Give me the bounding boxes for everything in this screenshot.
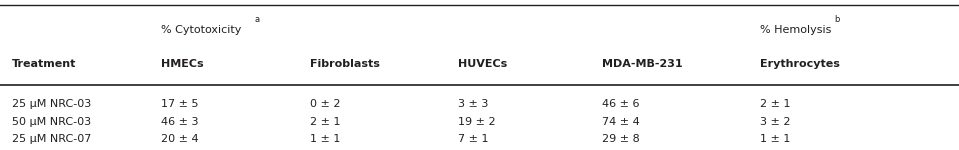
Text: a: a <box>254 15 260 24</box>
Text: 3 ± 2: 3 ± 2 <box>760 117 791 127</box>
Text: 7 ± 1: 7 ± 1 <box>458 134 489 144</box>
Text: HMECs: HMECs <box>161 59 203 69</box>
Text: 20 ± 4: 20 ± 4 <box>161 134 199 144</box>
Text: 19 ± 2: 19 ± 2 <box>458 117 496 127</box>
Text: 46 ± 6: 46 ± 6 <box>602 99 640 109</box>
Text: Treatment: Treatment <box>12 59 76 69</box>
Text: 2 ± 1: 2 ± 1 <box>760 99 791 109</box>
Text: Fibroblasts: Fibroblasts <box>310 59 380 69</box>
Text: 50 μM NRC-03: 50 μM NRC-03 <box>12 117 91 127</box>
Text: 25 μM NRC-07: 25 μM NRC-07 <box>12 134 91 144</box>
Text: Erythrocytes: Erythrocytes <box>760 59 840 69</box>
Text: HUVECs: HUVECs <box>458 59 507 69</box>
Text: MDA-MB-231: MDA-MB-231 <box>602 59 683 69</box>
Text: 46 ± 3: 46 ± 3 <box>161 117 199 127</box>
Text: % Cytotoxicity: % Cytotoxicity <box>161 25 242 35</box>
Text: % Hemolysis: % Hemolysis <box>760 25 831 35</box>
Text: 2 ± 1: 2 ± 1 <box>310 117 340 127</box>
Text: 1 ± 1: 1 ± 1 <box>310 134 340 144</box>
Text: 25 μM NRC-03: 25 μM NRC-03 <box>12 99 91 109</box>
Text: 74 ± 4: 74 ± 4 <box>602 117 640 127</box>
Text: 0 ± 2: 0 ± 2 <box>310 99 340 109</box>
Text: 1 ± 1: 1 ± 1 <box>760 134 791 144</box>
Text: 29 ± 8: 29 ± 8 <box>602 134 640 144</box>
Text: b: b <box>833 15 839 24</box>
Text: 17 ± 5: 17 ± 5 <box>161 99 199 109</box>
Text: 3 ± 3: 3 ± 3 <box>458 99 489 109</box>
